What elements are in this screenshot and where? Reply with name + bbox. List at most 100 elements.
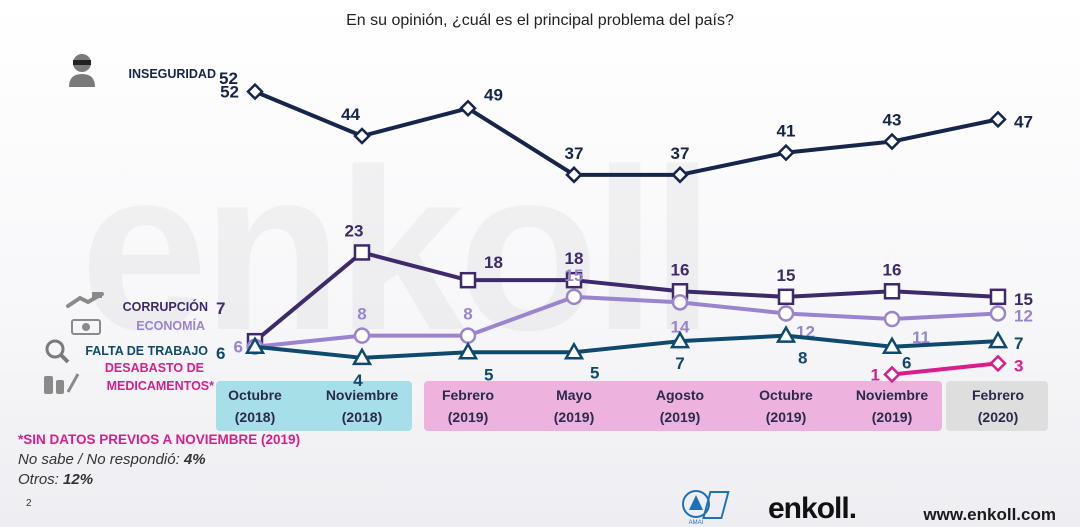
x-tick-label: (2019) bbox=[872, 409, 912, 425]
data-point-corrupci-n bbox=[353, 244, 371, 261]
data-point-inseguridad bbox=[883, 132, 901, 151]
data-point-econom-a bbox=[883, 310, 901, 328]
data-point-inseguridad bbox=[246, 82, 264, 101]
data-label-desabasto-de-medicamentos: 3 bbox=[1014, 356, 1023, 375]
data-point-corrupci-n bbox=[565, 271, 583, 289]
amai-text: AMAI bbox=[689, 520, 704, 526]
data-point-inseguridad bbox=[989, 110, 1007, 129]
series-line-desabasto-de-medicamentos bbox=[891, 361, 999, 377]
data-point-falta-de-trabajo bbox=[775, 325, 797, 343]
period-band-2018 bbox=[216, 381, 412, 431]
series-name-label: FALTA DE TRABAJO bbox=[85, 344, 208, 358]
data-label-corrupci-n: 16 bbox=[883, 260, 902, 279]
series-name-label: DESABASTO DE bbox=[105, 361, 204, 375]
footnotes: *SIN DATOS PREVIOS A NOVIEMBRE (2019) No… bbox=[18, 432, 300, 491]
series-name-label: CORRUPCIÓN bbox=[123, 299, 208, 314]
x-tick-label: Agosto bbox=[656, 387, 704, 403]
x-tick-label: Octubre bbox=[759, 387, 813, 403]
data-label-econom-a: 12 bbox=[1014, 306, 1033, 325]
data-label-falta-de-trabajo: 4 bbox=[353, 371, 363, 390]
data-label-falta-de-trabajo: 5 bbox=[484, 365, 493, 384]
chart-title: En su opinión, ¿cuál es el principal pro… bbox=[346, 12, 734, 29]
data-point-corrupci-n bbox=[883, 283, 901, 300]
otros-note: Otros: 12% bbox=[18, 471, 94, 488]
x-tick-label: (2019) bbox=[660, 409, 700, 425]
line-chart: Octubre (2018) Noviembre (2018) Febrero (2019… bbox=[85, 67, 1048, 431]
data-point-falta-de-trabajo bbox=[881, 336, 903, 354]
data-point-corrupci-n bbox=[777, 288, 795, 306]
data-label-econom-a: 11 bbox=[912, 328, 930, 347]
data-label-corrupci-n: 23 bbox=[345, 221, 364, 240]
data-point-desabasto-de-medicamentos bbox=[883, 365, 901, 384]
data-point-falta-de-trabajo bbox=[563, 341, 585, 360]
data-label-econom-a: 14 bbox=[671, 317, 690, 336]
data-label-inseguridad: 37 bbox=[565, 144, 584, 163]
website-link[interactable]: www.enkoll.com bbox=[923, 505, 1056, 524]
data-point-falta-de-trabajo bbox=[457, 341, 479, 360]
data-label-corrupci-n: 15 bbox=[1014, 290, 1033, 309]
enkoll-logo: enkoll. bbox=[768, 492, 857, 525]
data-point-econom-a bbox=[459, 327, 477, 344]
x-tick-label: (2019) bbox=[766, 409, 806, 425]
data-point-econom-a bbox=[671, 294, 689, 311]
series-name-label: MEDICAMENTOS* bbox=[107, 379, 215, 393]
x-tick-label: Noviembre bbox=[856, 387, 929, 403]
series-start-value: 6 bbox=[216, 344, 225, 363]
handshake-money-icon bbox=[66, 292, 104, 308]
data-point-corrupci-n bbox=[459, 271, 477, 289]
data-point-corrupci-n bbox=[989, 288, 1007, 306]
thief-icon bbox=[69, 54, 95, 87]
series-name-label: ECONOMÍA bbox=[136, 318, 205, 333]
x-tick-label: (2019) bbox=[554, 409, 594, 425]
data-label-falta-de-trabajo: 7 bbox=[1014, 334, 1023, 353]
money-bill-icon bbox=[71, 319, 101, 335]
data-label-corrupci-n: 18 bbox=[565, 249, 584, 268]
data-label-falta-de-trabajo: 5 bbox=[590, 363, 599, 382]
data-label-inseguridad: 41 bbox=[777, 122, 796, 141]
amai-logo: AMAI bbox=[682, 490, 730, 526]
data-point-inseguridad bbox=[671, 166, 689, 184]
x-tick-label: Octubre bbox=[228, 387, 282, 403]
data-label-econom-a: 8 bbox=[357, 305, 366, 324]
data-label-inseguridad: 44 bbox=[341, 105, 360, 124]
data-label-corrupci-n: 16 bbox=[671, 260, 690, 279]
data-label-falta-de-trabajo: 7 bbox=[675, 354, 684, 373]
x-tick-label: Febrero bbox=[442, 387, 494, 403]
data-label-econom-a: 8 bbox=[463, 305, 472, 324]
x-tick-label: (2019) bbox=[448, 409, 488, 425]
data-label-econom-a: 6 bbox=[234, 338, 243, 357]
data-label-inseguridad: 49 bbox=[484, 85, 503, 104]
data-point-falta-de-trabajo bbox=[351, 347, 373, 366]
series-start-value: 52 bbox=[219, 69, 238, 88]
data-point-econom-a bbox=[777, 305, 795, 322]
data-point-inseguridad bbox=[353, 127, 371, 145]
data-point-inseguridad bbox=[459, 99, 477, 118]
data-point-desabasto-de-medicamentos bbox=[989, 354, 1007, 373]
data-label-corrupci-n: 15 bbox=[777, 266, 796, 285]
x-tick-label: Mayo bbox=[556, 387, 592, 403]
star-note: *SIN DATOS PREVIOS A NOVIEMBRE (2019) bbox=[18, 432, 301, 447]
data-label-inseguridad: 43 bbox=[883, 111, 902, 130]
page-number: 2 bbox=[26, 498, 32, 509]
data-point-inseguridad bbox=[777, 143, 795, 162]
x-tick-label: (2020) bbox=[978, 409, 1018, 425]
data-point-falta-de-trabajo bbox=[669, 330, 691, 349]
x-tick-label: Febrero bbox=[972, 387, 1024, 403]
data-point-econom-a bbox=[565, 288, 583, 306]
data-label-inseguridad: 37 bbox=[671, 144, 690, 163]
data-label-inseguridad: 52 bbox=[220, 83, 239, 102]
data-label-corrupci-n: 18 bbox=[484, 253, 503, 272]
data-point-econom-a bbox=[989, 305, 1007, 322]
x-tick-label: (2018) bbox=[342, 409, 382, 425]
data-point-econom-a bbox=[353, 327, 371, 344]
data-point-falta-de-trabajo bbox=[987, 330, 1009, 349]
series-line-corrupci-n bbox=[253, 250, 999, 343]
data-label-desabasto-de-medicamentos: 1 bbox=[871, 365, 880, 384]
period-band-2020 bbox=[946, 381, 1048, 431]
series-line-inseguridad bbox=[254, 89, 999, 177]
no-sabe-note: No sabe / No respondió: 4% bbox=[18, 451, 206, 468]
series-line-falta-de-trabajo bbox=[254, 333, 999, 360]
period-band-2019 bbox=[424, 381, 942, 431]
series-name-label: INSEGURIDAD bbox=[128, 67, 216, 81]
series-line-econom-a bbox=[254, 294, 999, 349]
